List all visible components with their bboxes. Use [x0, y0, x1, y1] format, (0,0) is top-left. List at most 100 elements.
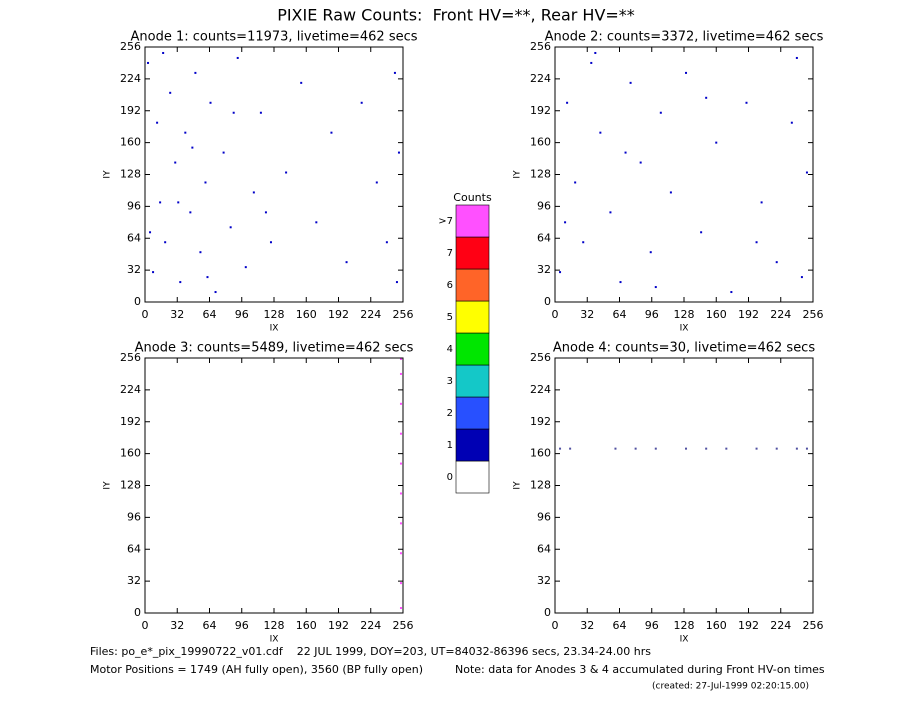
y-axis-label: IY [513, 481, 523, 490]
x-axis-label: IX [680, 324, 689, 334]
point [204, 181, 207, 184]
x-tick-label: 32 [170, 619, 184, 632]
y-tick-label: 128 [530, 168, 551, 181]
point [805, 447, 808, 450]
point [222, 151, 225, 154]
point [715, 141, 718, 144]
x-axis-label: IX [680, 635, 689, 645]
point [191, 146, 194, 149]
y-tick-label: 64 [537, 231, 551, 244]
point [360, 101, 363, 104]
point [745, 101, 748, 104]
point [800, 276, 803, 279]
point [164, 241, 167, 244]
point [189, 211, 192, 214]
y-tick-label: 128 [120, 168, 141, 181]
colorbar-box [455, 332, 490, 366]
y-tick-label: 96 [127, 199, 141, 212]
colorbar-label: 0 [447, 472, 453, 483]
point [654, 447, 657, 450]
point [590, 61, 593, 64]
colorbar-box [455, 460, 490, 494]
point [619, 281, 622, 284]
point [399, 607, 402, 610]
point [300, 81, 303, 84]
point [730, 291, 733, 294]
point [244, 266, 247, 269]
point [775, 447, 778, 450]
colorbar-title: Counts [453, 191, 492, 204]
x-tick-label: 96 [235, 619, 249, 632]
colorbar-box [455, 428, 490, 462]
colorbar-label: 3 [447, 376, 453, 387]
x-tick-label: 32 [580, 308, 594, 321]
point [790, 121, 793, 124]
x-tick-label: 32 [580, 619, 594, 632]
panel-title: Anode 1: counts=11973, livetime=462 secs [130, 30, 417, 45]
colorbar-box [455, 396, 490, 430]
point [669, 191, 672, 194]
y-tick-label: 256 [530, 351, 551, 364]
x-tick-label: 0 [552, 619, 559, 632]
y-tick-label: 160 [120, 447, 141, 460]
point [582, 241, 585, 244]
y-tick-label: 32 [127, 574, 141, 587]
y-tick-label: 224 [530, 72, 551, 85]
x-tick-label: 224 [360, 619, 381, 632]
y-axis-label: IY [513, 170, 523, 179]
x-tick-label: 192 [738, 308, 759, 321]
colorbar-box [455, 204, 490, 238]
x-tick-label: 256 [803, 308, 824, 321]
point [634, 447, 637, 450]
point [399, 552, 402, 555]
point [725, 447, 728, 450]
x-tick-label: 64 [613, 308, 627, 321]
footer-files: Files: po_e*_pix_19990722_v01.cdf 22 JUL… [90, 645, 651, 658]
x-tick-label: 160 [706, 619, 727, 632]
y-tick-label: 64 [127, 231, 141, 244]
y-axis-label: IY [103, 170, 113, 179]
x-tick-label: 64 [203, 619, 217, 632]
y-tick-label: 96 [537, 199, 551, 212]
point [574, 181, 577, 184]
x-axis-label: IX [270, 324, 279, 334]
point [399, 492, 402, 495]
point [399, 372, 402, 375]
x-tick-label: 0 [552, 308, 559, 321]
point [649, 251, 652, 254]
y-tick-label: 32 [537, 263, 551, 276]
point [795, 56, 798, 59]
point [624, 151, 627, 154]
footer-motor: Motor Positions = 1749 (AH fully open), … [90, 663, 423, 676]
point [559, 447, 562, 450]
x-tick-label: 64 [203, 308, 217, 321]
y-tick-label: 0 [134, 295, 141, 308]
y-tick-label: 32 [127, 263, 141, 276]
point [775, 261, 778, 264]
x-tick-label: 256 [803, 619, 824, 632]
colorbar-box [455, 268, 490, 302]
x-tick-label: 128 [264, 308, 285, 321]
y-axis-label: IY [103, 481, 113, 490]
colorbar-label: 6 [447, 280, 453, 291]
y-tick-label: 256 [120, 351, 141, 364]
point [152, 271, 155, 274]
point [705, 447, 708, 450]
x-tick-label: 224 [360, 308, 381, 321]
y-tick-label: 160 [120, 136, 141, 149]
footer-created: (created: 27-Jul-1999 02:20:15.00) [652, 682, 809, 692]
point [162, 51, 165, 54]
point [566, 101, 569, 104]
y-tick-label: 32 [537, 574, 551, 587]
y-tick-label: 0 [544, 606, 551, 619]
footer-note: Note: data for Anodes 3 & 4 accumulated … [455, 663, 825, 676]
point [609, 211, 612, 214]
x-tick-label: 256 [393, 619, 414, 632]
point [685, 447, 688, 450]
y-tick-label: 224 [120, 72, 141, 85]
y-tick-label: 224 [530, 383, 551, 396]
point [264, 211, 267, 214]
point [199, 251, 202, 254]
x-tick-label: 96 [235, 308, 249, 321]
x-tick-label: 128 [264, 619, 285, 632]
